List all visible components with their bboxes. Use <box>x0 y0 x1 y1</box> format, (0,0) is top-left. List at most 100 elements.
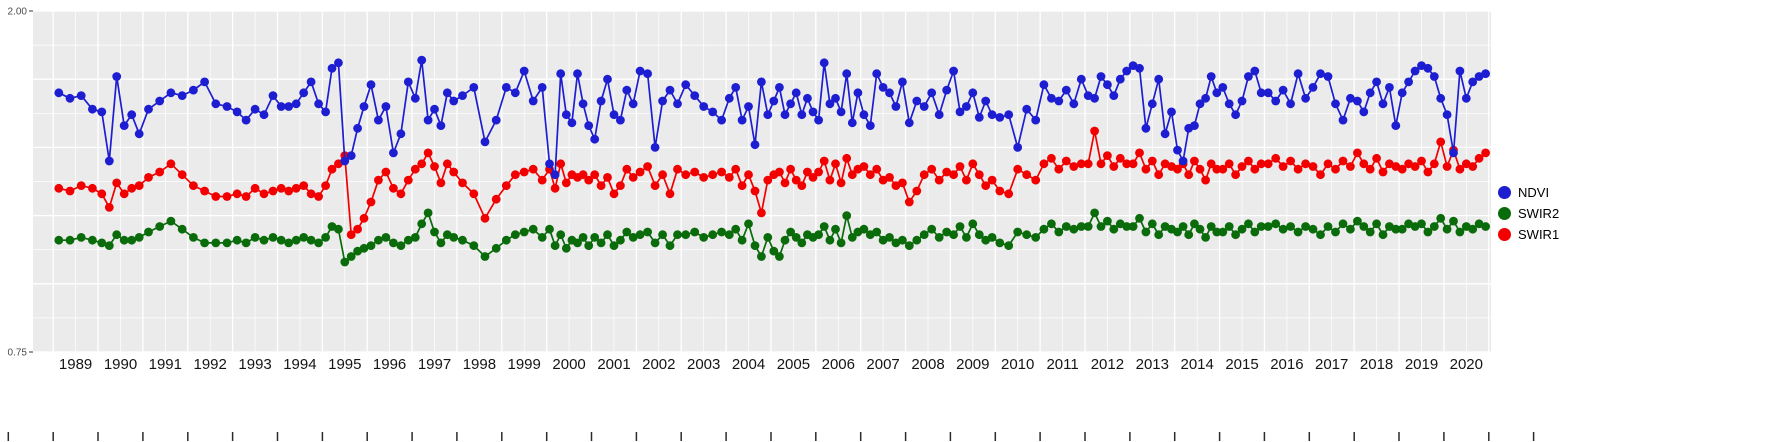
data-point-swir2 <box>436 238 446 248</box>
data-point-swir2 <box>430 227 439 237</box>
data-point-swir1 <box>1378 167 1388 177</box>
data-point-swir1 <box>501 181 511 191</box>
data-point-ndvi <box>389 148 398 158</box>
data-point-swir1 <box>603 173 612 182</box>
data-point-swir1 <box>155 167 165 177</box>
x-tick-label: 2003 <box>687 356 720 373</box>
data-point-ndvi <box>836 107 846 117</box>
data-point-swir1 <box>904 197 914 207</box>
data-point-swir2 <box>1293 227 1303 237</box>
legend-label-swir2: SWIR2 <box>1518 206 1560 221</box>
legend-marker-swir1-icon <box>1498 228 1511 241</box>
data-point-swir1 <box>561 178 571 188</box>
data-point-swir1 <box>1308 162 1318 171</box>
data-point-swir2 <box>673 230 682 240</box>
data-point-ndvi <box>791 88 801 98</box>
data-point-swir2 <box>819 222 829 231</box>
data-point-ndvi <box>1090 93 1099 103</box>
data-point-swir1 <box>314 192 323 201</box>
data-point-swir1 <box>1410 162 1420 171</box>
data-point-swir2 <box>942 227 952 237</box>
data-point-swir2 <box>1076 222 1086 231</box>
data-point-ndvi <box>643 69 652 79</box>
data-point-swir1 <box>942 167 952 177</box>
data-point-swir2 <box>177 224 187 234</box>
data-point-swir2 <box>1039 224 1049 234</box>
data-point-ndvi <box>750 140 760 150</box>
data-point-swir2 <box>396 241 406 251</box>
x-tick-label: 2010 <box>1001 356 1034 373</box>
data-point-swir2 <box>665 241 675 251</box>
x-tick-label: 1993 <box>238 356 271 373</box>
data-point-ndvi <box>189 85 198 95</box>
data-point-swir2 <box>737 235 747 245</box>
data-point-ndvi <box>1391 121 1401 130</box>
data-point-swir1 <box>519 167 529 177</box>
data-point-ndvi <box>912 96 922 106</box>
data-point-swir2 <box>836 238 846 248</box>
data-point-ndvi <box>763 110 773 120</box>
data-point-swir1 <box>104 203 114 212</box>
data-point-ndvi <box>1244 72 1253 81</box>
data-point-swir1 <box>658 170 667 180</box>
data-point-swir1 <box>1468 162 1478 171</box>
data-point-swir2 <box>491 243 501 253</box>
data-point-swir2 <box>1417 219 1426 229</box>
data-point-swir2 <box>76 233 86 242</box>
data-point-swir1 <box>681 170 691 180</box>
data-point-ndvi <box>1331 99 1340 109</box>
data-point-ndvi <box>1323 72 1333 81</box>
data-point-swir2 <box>112 230 122 240</box>
data-point-swir1 <box>808 173 818 182</box>
data-point-ndvi <box>291 99 301 109</box>
data-point-swir2 <box>88 235 97 245</box>
x-tick-label: 2008 <box>911 356 944 373</box>
data-point-ndvi <box>622 85 632 95</box>
data-point-ndvi <box>321 107 330 117</box>
data-point-ndvi <box>968 88 978 98</box>
data-point-ndvi <box>609 110 619 120</box>
data-point-swir2 <box>449 233 459 242</box>
data-point-swir2 <box>306 235 316 245</box>
data-point-swir2 <box>1013 227 1023 237</box>
data-point-swir2 <box>359 243 369 253</box>
data-point-swir2 <box>417 219 427 229</box>
data-point-swir2 <box>134 233 144 242</box>
data-point-swir1 <box>1103 151 1112 161</box>
data-point-swir1 <box>987 175 997 185</box>
data-point-swir2 <box>155 222 165 231</box>
data-point-swir2 <box>898 235 907 245</box>
data-point-swir1 <box>1250 164 1260 174</box>
x-tick-label: 2015 <box>1225 356 1258 373</box>
data-point-swir2 <box>757 252 766 261</box>
data-point-swir1 <box>643 162 652 171</box>
x-tick-label: 1997 <box>418 356 451 373</box>
data-point-swir1 <box>449 167 459 177</box>
data-point-swir2 <box>995 238 1005 248</box>
data-point-swir1 <box>872 164 882 174</box>
data-point-ndvi <box>1061 85 1071 95</box>
data-point-swir2 <box>628 233 638 242</box>
x-tick-label: 2018 <box>1360 356 1393 373</box>
data-point-swir1 <box>241 192 251 201</box>
data-point-ndvi <box>1076 74 1086 84</box>
data-point-swir2 <box>750 241 760 251</box>
data-point-swir1 <box>1397 164 1407 174</box>
data-point-swir1 <box>1031 175 1041 185</box>
data-point-swir2 <box>1429 222 1439 231</box>
data-point-swir1 <box>609 189 619 199</box>
data-point-ndvi <box>665 85 675 95</box>
data-point-swir1 <box>898 178 907 188</box>
data-point-swir2 <box>987 233 997 242</box>
data-point-ndvi <box>1122 66 1132 76</box>
data-point-swir1 <box>510 170 520 180</box>
data-point-ndvi <box>1286 99 1295 109</box>
data-point-swir2 <box>744 219 753 229</box>
data-point-ndvi <box>537 83 547 92</box>
data-point-ndvi <box>885 88 894 98</box>
data-point-swir2 <box>458 235 467 245</box>
legend: NDVI SWIR2 SWIR1 <box>1498 186 1559 241</box>
data-point-ndvi <box>1308 83 1318 92</box>
data-point-swir2 <box>1338 219 1348 229</box>
data-point-swir1 <box>1184 170 1194 180</box>
